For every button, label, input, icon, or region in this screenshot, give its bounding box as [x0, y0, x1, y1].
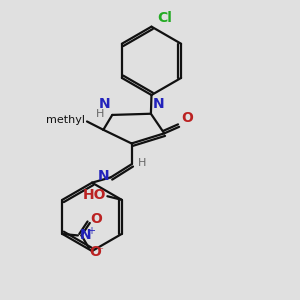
Text: ⁻: ⁻	[97, 246, 103, 256]
Text: O: O	[182, 111, 194, 125]
Text: N: N	[99, 98, 111, 111]
Text: O: O	[89, 245, 101, 259]
Text: N: N	[80, 228, 92, 242]
Text: HO: HO	[82, 188, 106, 202]
Text: +: +	[87, 226, 95, 236]
Text: O: O	[90, 212, 102, 226]
Text: Cl: Cl	[158, 11, 172, 25]
Text: N: N	[98, 169, 109, 183]
Text: H: H	[96, 109, 104, 119]
Text: methyl: methyl	[46, 115, 85, 125]
Text: N: N	[152, 97, 164, 111]
Text: H: H	[138, 158, 146, 168]
